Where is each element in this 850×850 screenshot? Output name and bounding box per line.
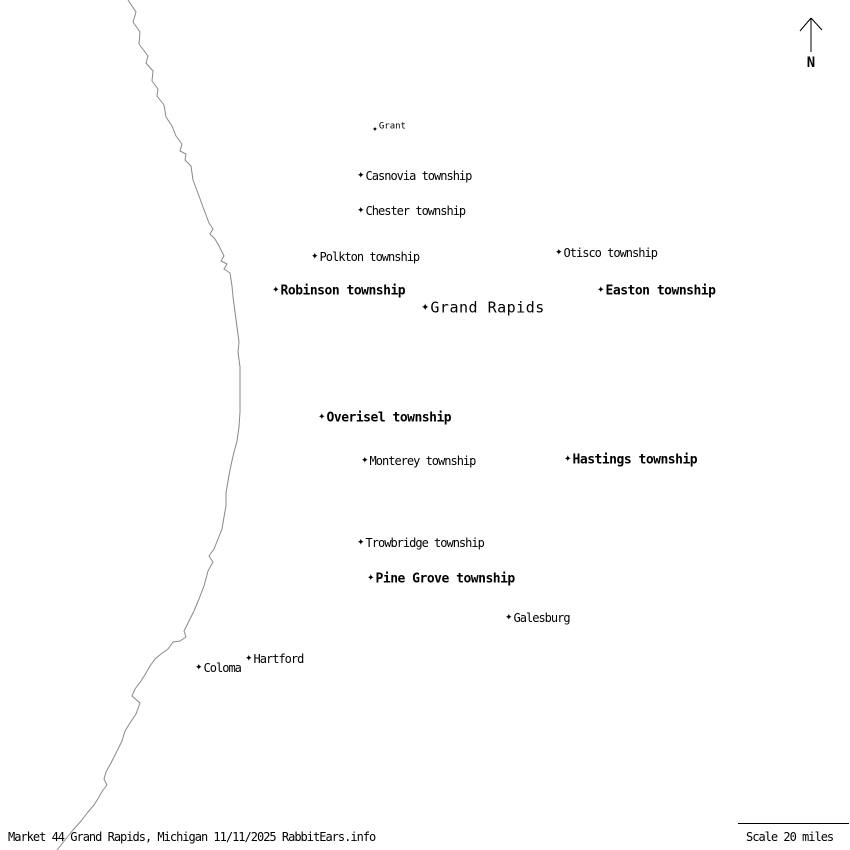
- map-footer-text: Market 44 Grand Rapids, Michigan 11/11/2…: [8, 830, 376, 844]
- marker-label: Trowbridge township: [365, 536, 485, 550]
- marker-diamond-icon: ✦: [421, 302, 430, 313]
- compass-north-label: N: [806, 55, 816, 71]
- marker-diamond-icon: ✦: [195, 662, 203, 673]
- marker-diamond-icon: ✦: [372, 125, 378, 134]
- marker-diamond-icon: ✦: [367, 573, 375, 584]
- map-marker: ✦ Monterey township: [361, 454, 477, 468]
- marker-label: Casnovia township: [365, 169, 473, 183]
- scale-label: Scale 20 miles: [746, 830, 834, 844]
- marker-diamond-icon: ✦: [361, 455, 369, 466]
- marker-label: Polkton township: [319, 250, 421, 264]
- marker-label: Hartford: [253, 652, 305, 666]
- marker-label: Monterey township: [369, 454, 477, 468]
- map-marker: ✦ Robinson township: [272, 283, 406, 299]
- marker-diamond-icon: ✦: [357, 170, 365, 181]
- marker-diamond-icon: ✦: [245, 653, 253, 664]
- marker-diamond-icon: ✦: [564, 454, 572, 465]
- map-marker: ✦ Overisel township: [318, 410, 452, 426]
- marker-diamond-icon: ✦: [311, 251, 319, 262]
- shoreline-path: [56, 0, 241, 850]
- map-marker: ✦ Easton township: [597, 283, 716, 299]
- marker-label: Otisco township: [563, 246, 658, 260]
- marker-label: Overisel township: [326, 410, 452, 426]
- map-marker: ✦ Pine Grove township: [367, 573, 515, 586]
- marker-label: Robinson township: [280, 283, 406, 299]
- map-marker: ✦ Otisco township: [555, 246, 658, 260]
- marker-diamond-icon: ✦: [357, 537, 365, 548]
- marker-label: Hastings township: [572, 452, 698, 468]
- marker-diamond-icon: ✦: [505, 612, 513, 623]
- map-marker: ✦ Grand Rapids: [421, 298, 545, 317]
- map-marker: ✦ Galesburg: [505, 611, 571, 625]
- marker-label: Grant: [378, 121, 406, 132]
- marker-label: Pine Grove township: [375, 571, 516, 587]
- marker-diamond-icon: ✦: [272, 285, 280, 296]
- marker-label: Grand Rapids: [430, 298, 545, 317]
- marker-diamond-icon: ✦: [318, 412, 326, 423]
- map-marker: ✦ Grant: [372, 121, 406, 135]
- map-marker: ✦ Hastings township: [564, 452, 698, 468]
- marker-label: Chester township: [365, 204, 467, 218]
- scale-bar: [738, 823, 849, 824]
- map-marker: ✦ Hartford: [245, 652, 305, 666]
- marker-diamond-icon: ✦: [357, 205, 365, 216]
- map-marker: ✦ Polkton township: [311, 250, 421, 264]
- marker-label: Galesburg: [513, 611, 571, 625]
- marker-label: Coloma: [203, 661, 242, 675]
- marker-label: Easton township: [605, 283, 716, 299]
- map-marker: ✦ Casnovia township: [357, 169, 473, 183]
- marker-diamond-icon: ✦: [597, 285, 605, 296]
- marker-diamond-icon: ✦: [555, 247, 563, 258]
- map-marker: ✦ Coloma: [195, 661, 242, 675]
- map-marker: ✦ Trowbridge township: [357, 536, 485, 550]
- map-marker: ✦ Chester township: [357, 204, 467, 218]
